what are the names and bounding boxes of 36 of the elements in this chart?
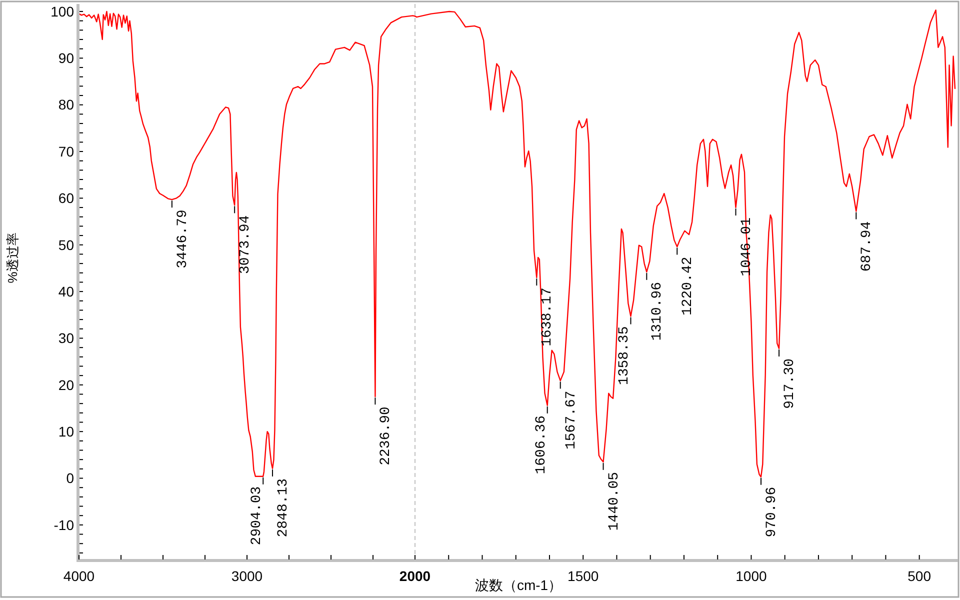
annotation: 3073.94	[238, 215, 254, 274]
x-tick-label: 2000	[399, 568, 431, 584]
y-tick-label: 80	[58, 96, 74, 113]
y-tick-label: 50	[58, 236, 74, 253]
y-tick-label: 90	[58, 50, 74, 66]
annotation: 3446.79	[174, 210, 191, 268]
annotation: 2904.03	[249, 486, 266, 546]
x-tick-label: 3000	[231, 568, 263, 584]
y-tick-label: 30	[58, 330, 74, 346]
annotation: 2236.90	[378, 406, 394, 466]
y-tick-label: 70	[58, 143, 74, 160]
annotation: 687.94	[859, 221, 876, 272]
annotation: 1358.35	[616, 326, 633, 386]
y-tick-label: 10	[58, 423, 74, 440]
x-tick-label: 1500	[568, 568, 599, 584]
annotation: 1220.42	[680, 256, 696, 316]
annotation: 1638.17	[540, 288, 556, 346]
y-tick-label: 100	[50, 3, 74, 20]
annotation: 1310.96	[650, 282, 666, 341]
annotation: 970.96	[764, 486, 780, 538]
x-axis-title: 波数（cm-1）	[474, 577, 562, 593]
x-tick-label: 4000	[63, 568, 95, 584]
x-tick-label: 500	[908, 568, 932, 584]
y-tick-label: 60	[58, 190, 74, 206]
annotation: 1606.36	[533, 415, 550, 474]
annotation: 2848.13	[276, 478, 292, 538]
annotation: 1567.67	[563, 390, 580, 450]
x-tick-label: 1000	[736, 568, 768, 584]
y-tick-label: 0	[66, 470, 74, 486]
annotation: 917.30	[782, 358, 798, 409]
y-axis-title: %透过率	[5, 232, 20, 284]
annotation: 1440.05	[606, 472, 622, 531]
y-tick-label: 20	[58, 376, 74, 393]
y-tick-label: -10	[54, 516, 74, 533]
y-tick-label: 40	[58, 283, 74, 300]
annotation: 1046.01	[738, 218, 755, 276]
